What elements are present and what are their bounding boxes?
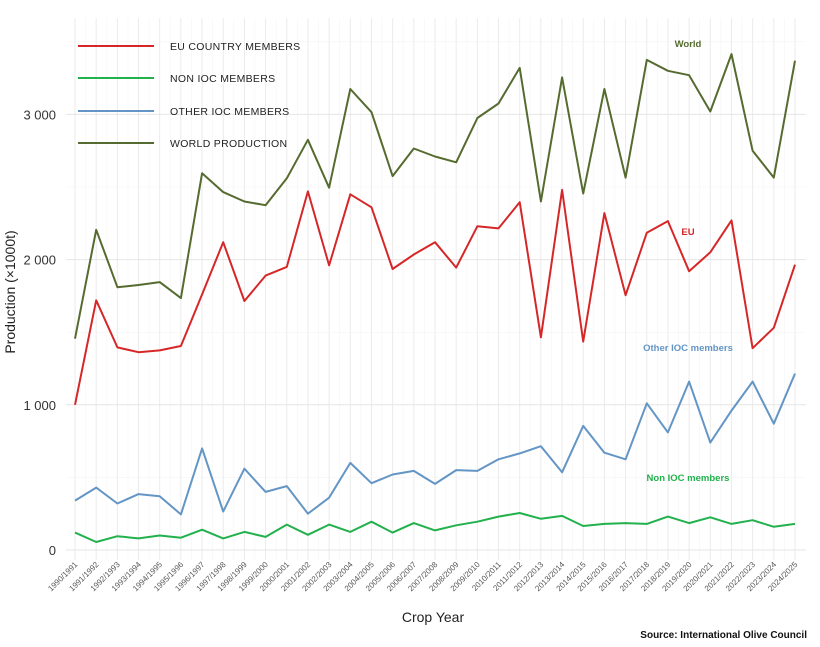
legend-label-eu: EU COUNTRY MEMBERS: [170, 41, 300, 53]
annotation-other-ioc: Other IOC members: [643, 343, 733, 354]
series-annotations: EU Non IOC members Other IOC members World: [643, 39, 733, 484]
x-axis-title: Crop Year: [402, 609, 465, 625]
y-tick-label: 3 000: [23, 107, 56, 122]
annotation-eu: EU: [681, 227, 694, 238]
legend-label-world: WORLD PRODUCTION: [170, 138, 287, 150]
series-line-other-ioc: [74, 373, 796, 516]
y-axis-title: Production (×1000t): [2, 230, 18, 353]
y-axis-ticks: 0 1 000 2 000 3 000: [23, 107, 56, 558]
source-note: Source: International Olive Council: [640, 630, 807, 641]
legend-label-non-ioc: NON IOC MEMBERS: [170, 73, 275, 85]
annotation-world: World: [675, 39, 702, 50]
series-world: [74, 53, 796, 339]
y-tick-label: 1 000: [23, 398, 56, 413]
legend-label-other-ioc: OTHER IOC MEMBERS: [170, 106, 289, 118]
series-eu: [74, 188, 796, 405]
series-other-ioc: [74, 373, 796, 516]
legend: EU COUNTRY MEMBERS NON IOC MEMBERS OTHER…: [78, 41, 300, 150]
series-non-ioc: [74, 512, 796, 543]
y-tick-label: 0: [49, 543, 56, 558]
annotation-non-ioc: Non IOC members: [647, 473, 730, 484]
series-lines: [74, 53, 796, 543]
y-tick-label: 2 000: [23, 253, 56, 268]
series-line-eu: [74, 188, 796, 405]
